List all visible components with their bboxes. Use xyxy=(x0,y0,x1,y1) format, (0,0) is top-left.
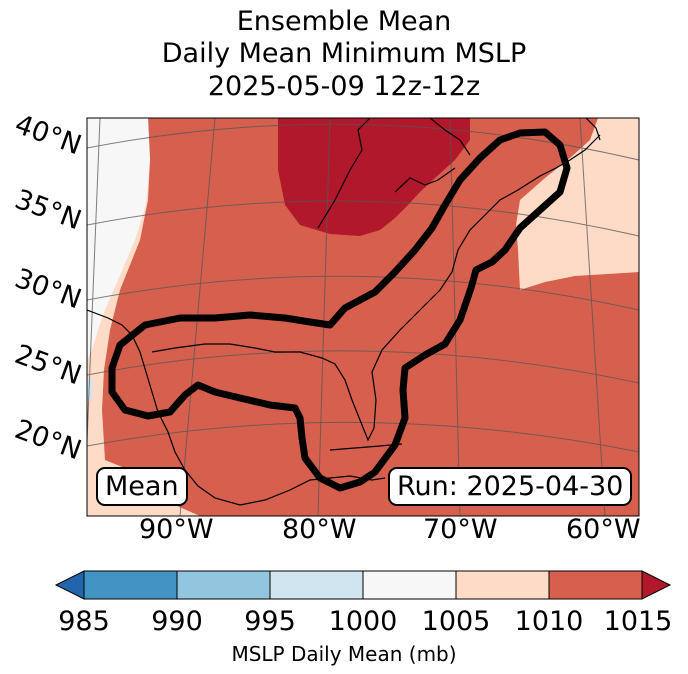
title-line-3: 2025-05-09 12z-12z xyxy=(207,71,481,102)
colorbar-tick-1010: 1010 xyxy=(514,606,584,637)
colorbar-tick-995: 995 xyxy=(244,606,296,637)
mean-badge: Mean xyxy=(96,467,188,506)
colorbar-label: MSLP Daily Mean (mb) xyxy=(231,642,457,666)
pressure-field-1000-west xyxy=(87,118,150,360)
colorbar-tick-990: 990 xyxy=(151,606,203,637)
colorbar-swatch-1005-1010 xyxy=(455,570,550,600)
colorbar-tick-1015: 1015 xyxy=(603,606,673,637)
pressure-field-1015-lakes xyxy=(278,118,470,236)
lon-label-60w: 60°W xyxy=(566,514,641,545)
title-line-1: Ensemble Mean xyxy=(236,6,452,37)
run-date-badge: Run: 2025-04-30 xyxy=(388,467,633,506)
colorbar-extend-low xyxy=(54,570,85,600)
colorbar-swatch-995-1000 xyxy=(269,570,364,600)
pressure-field-1005-east xyxy=(516,118,639,290)
colorbar-tick-1005: 1005 xyxy=(421,606,491,637)
colorbar-tick-985: 985 xyxy=(58,606,110,637)
colorbar-swatch-1000-1005 xyxy=(362,570,457,600)
lon-label-90w: 90°W xyxy=(139,514,214,545)
colorbar-swatch-985-990 xyxy=(83,570,178,600)
colorbar-extend-high xyxy=(641,570,672,600)
lon-label-70w: 70°W xyxy=(423,514,498,545)
colorbar-swatch-1010-1015 xyxy=(548,570,643,600)
mslp-contour xyxy=(108,128,571,492)
colorbar-swatch-990-995 xyxy=(176,570,271,600)
graticule xyxy=(87,118,639,516)
lon-label-80w: 80°W xyxy=(282,514,357,545)
colorbar xyxy=(54,570,672,600)
colorbar-tick-1000: 1000 xyxy=(328,606,398,637)
title-line-2: Daily Mean Minimum MSLP xyxy=(161,38,527,69)
